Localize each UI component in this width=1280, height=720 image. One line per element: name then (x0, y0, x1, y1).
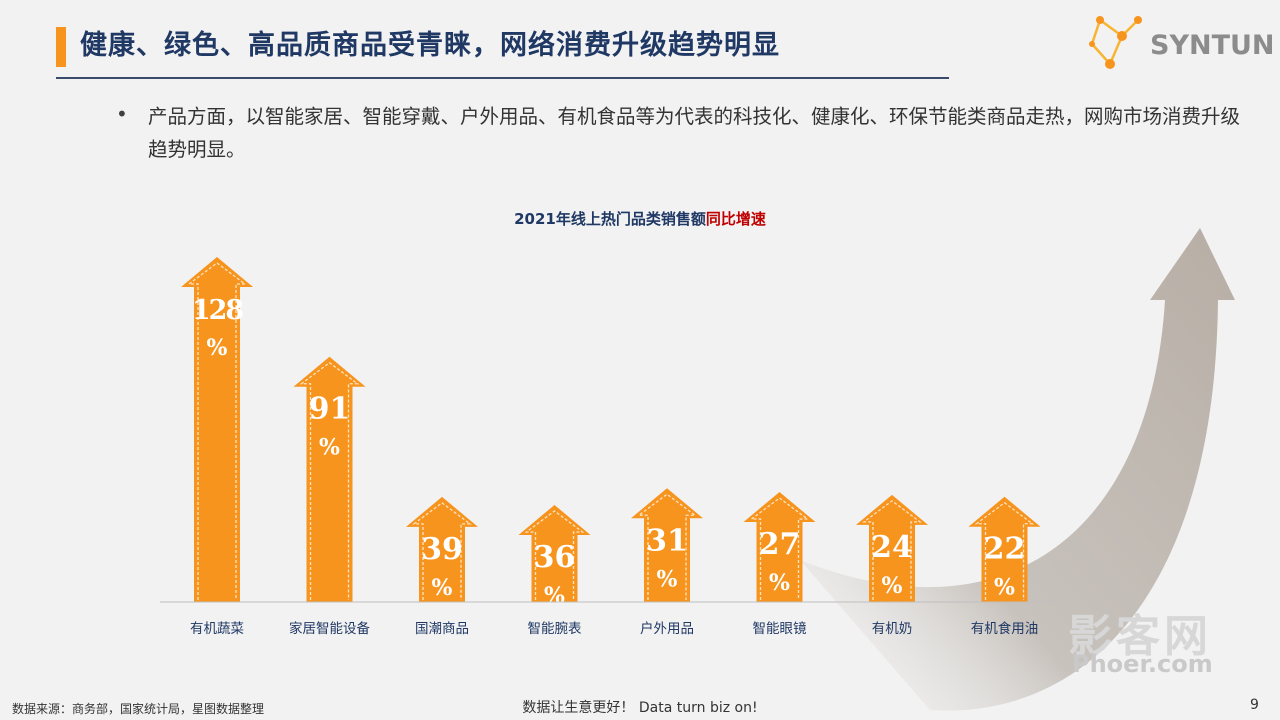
bar-arrow-outline (187, 262, 247, 600)
watermark-url: Phoer.com (1072, 650, 1213, 678)
bar-arrow-outline (749, 497, 810, 600)
bar-value-label: 24 (871, 530, 913, 565)
bar-unit-label: % (207, 335, 228, 361)
footer-slogan: 数据让生意更好！ Data turn biz on! (522, 700, 758, 716)
bar-arrow-outline (412, 502, 472, 600)
x-labels-group: 有机蔬菜 家居智能设备 国潮商品 智能腕表 户外用品 智能眼镜 有机奶 有机食用油 (190, 620, 1038, 637)
bar-unit-label: % (994, 575, 1015, 601)
chart-title: 2021年线上热门品类销售额同比增速 (0, 208, 1280, 229)
x-category-label: 智能眼镜 (753, 621, 807, 637)
watermark-text: 影客网 (1068, 611, 1212, 662)
x-category-label: 家居智能设备 (289, 620, 370, 637)
chart-title-main: 2021年线上热门品类销售额 (514, 210, 706, 228)
x-category-label: 智能腕表 (528, 621, 582, 637)
bar-value-label: 91 (309, 392, 351, 427)
bar-arrow (406, 496, 478, 602)
bar-arrow-outline (524, 510, 585, 600)
bar-value-label: 36 (534, 540, 576, 575)
chart-title-highlight: 同比增速 (705, 210, 766, 228)
x-category-label: 国潮商品 (415, 621, 469, 637)
bar-arrow (518, 504, 591, 602)
bar-unit-label: % (769, 570, 790, 596)
data-source: 数据来源：商务部，国家统计局，星图数据整理 (12, 702, 265, 716)
page-number: 9 (1250, 697, 1259, 713)
bar-unit-label: % (657, 566, 678, 592)
bar-arrow-outline (637, 493, 697, 600)
bar-value-label: 27 (759, 527, 801, 562)
x-category-label: 有机蔬菜 (190, 621, 244, 637)
bullet-text: 产品方面，以智能家居、智能穿戴、户外用品、有机食品等为代表的科技化、健康化、环保… (148, 105, 1241, 161)
bar-arrow (293, 356, 366, 602)
bar-arrow (968, 496, 1041, 602)
bar-unit-label: % (319, 435, 340, 461)
bar-arrow-outline (862, 500, 922, 600)
bar-value-label: 22 (984, 532, 1026, 567)
bar-value-label: 31 (646, 523, 688, 558)
x-category-label: 有机食用油 (971, 620, 1039, 637)
page-title: 健康、绿色、高品质商品受青睐，网络消费升级趋势明显 (80, 30, 780, 61)
x-category-label: 户外用品 (640, 620, 694, 637)
bar-unit-label: % (882, 573, 903, 599)
bars-group: 128% 91% 39% 36% 31% 27% 24% 22% (181, 257, 1041, 609)
logo-text: SYNTUN (1150, 30, 1275, 61)
x-category-label: 有机奶 (872, 621, 913, 637)
title-divider (56, 77, 949, 79)
molecule-icon (1089, 16, 1142, 69)
title-accent-bar (56, 27, 66, 67)
bar-unit-label: % (544, 583, 565, 609)
bar-value-label: 128 (192, 295, 244, 326)
bar-arrow (181, 257, 253, 602)
bar-arrow (743, 492, 816, 602)
syntun-logo: SYNTUN (1086, 12, 1275, 76)
bar-arrow (631, 488, 703, 602)
bar-arrow-outline (974, 501, 1035, 600)
bar-value-label: 39 (421, 532, 463, 567)
bar-arrow (856, 494, 928, 602)
bar-arrow-outline (299, 361, 360, 600)
bar-unit-label: % (432, 575, 453, 601)
bullet-marker: • (116, 102, 128, 126)
